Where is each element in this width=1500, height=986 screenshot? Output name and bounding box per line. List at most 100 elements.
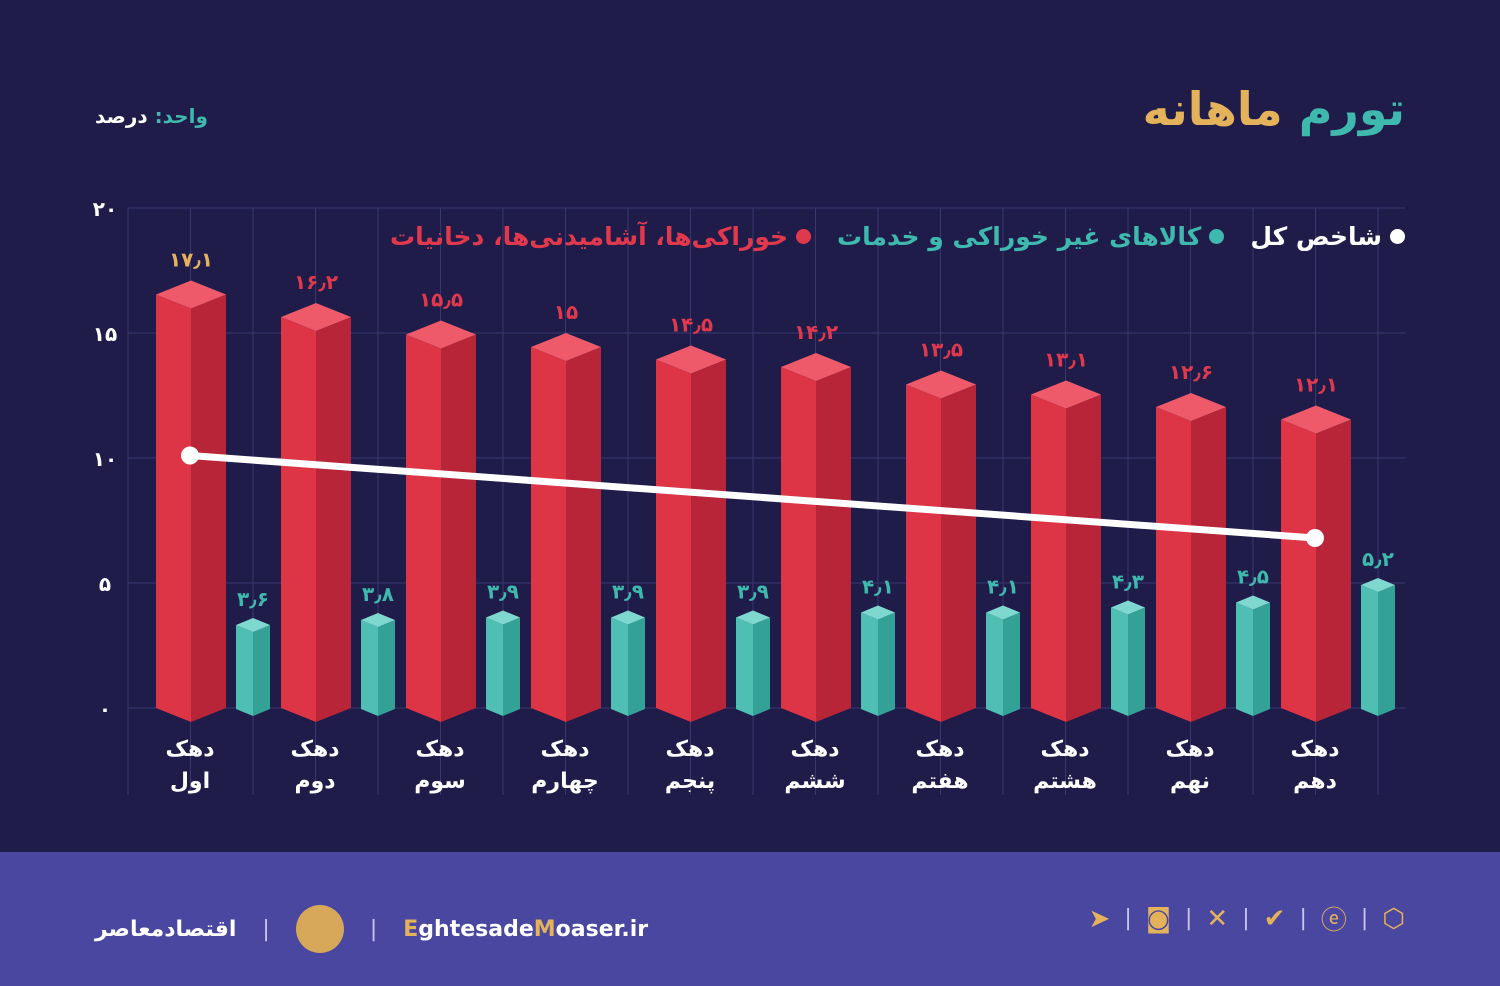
nonfood-bar-side [253,625,270,716]
unit-label: واحد: درصد [95,104,208,128]
x-icon[interactable]: ✕ [1206,903,1229,934]
nonfood-bar-top [1111,600,1145,615]
telegram-icon[interactable]: ➤ [1088,903,1111,934]
brand-name: اقتصادمعاصر [95,916,237,942]
nonfood-bar-side [1378,585,1395,716]
food-bar-front [156,294,191,722]
nonfood-bar-side [1253,602,1270,716]
nonfood-bar-label: ۳٫۶ [237,587,269,611]
nonfood-bar-front [861,612,878,716]
nonfood-bar-label: ۴٫۱ [862,575,894,599]
category-label: دهک [665,737,714,762]
nonfood-bar-front [986,612,1003,716]
food-bar-side [441,334,476,722]
category-label: نهم [1170,769,1210,794]
nonfood-bar-top [1236,595,1270,610]
legend-dot [1390,229,1405,244]
nonfood-bar-label: ۴٫۱ [987,575,1019,599]
social-icons: ➤ | ◙ | ✕ | ✔ | ⓔ | ⬡ [1089,900,1405,937]
legend-item-total: شاخص کل [1250,222,1405,251]
instagram-icon[interactable]: ◙ [1145,903,1171,934]
website-link[interactable]: EghtesadeMoaser.ir [403,916,649,942]
y-tick-label: ۲۰ [93,197,117,221]
food-bar-label: ۱۲٫۶ [1169,360,1213,384]
nonfood-bar-top [986,605,1020,620]
food-bar-side [941,384,976,722]
food-bar-front [1031,394,1066,722]
category-label: اول [170,769,210,794]
food-bar-side [1191,407,1226,722]
rubika-icon[interactable]: ⬡ [1382,903,1405,934]
food-bar-label: ۱۴٫۵ [669,313,713,337]
food-bar-front [1156,407,1191,722]
nonfood-bar-label: ۳٫۹ [612,580,644,604]
food-bar-front [781,367,816,722]
food-bar-side [566,347,601,722]
nonfood-bar-top [861,605,895,620]
food-bar-label: ۱۳٫۵ [919,338,963,362]
food-bar-front [906,384,941,722]
nonfood-bar-top [236,618,270,632]
footer [0,852,1500,986]
legend-item-nonfood: کالاهای غیر خوراکی و خدمات [837,222,1225,251]
food-bar-top [281,303,351,331]
y-tick-label: ۱۰ [93,447,117,471]
category-label: ششم [784,769,845,794]
category-label: دهک [1290,737,1339,762]
food-bar-top [406,320,476,349]
nonfood-bar-top [611,610,645,625]
food-bar-front [1281,419,1316,722]
food-bar-side [691,359,726,722]
nonfood-bar-front [736,617,753,716]
nonfood-bar-label: ۴٫۵ [1237,565,1269,589]
food-bar-front [406,334,441,722]
food-bar-top [1281,405,1351,434]
bale-icon[interactable]: ✔ [1263,903,1286,934]
nonfood-bar-side [1128,607,1145,716]
nonfood-bar-side [1003,612,1020,716]
total-index-point [1306,529,1324,547]
y-tick-label: ۱۵ [93,322,117,346]
logo-icon [295,905,344,953]
category-label: دهک [165,737,214,762]
category-label: هفتم [911,769,968,794]
nonfood-bar-top [361,613,395,627]
legend-dot [796,229,812,244]
divider: | [369,916,378,942]
nonfood-bar-side [378,620,395,716]
nonfood-bar-front [1111,607,1128,716]
chart: ۰ ۵ ۱۰ ۱۵ ۲۰ ۱۷٫۱ ۱۶٫۲ ۱۵٫۵ ۱۵ ۱۴٫۵ ۱۴٫۲ ۱۳٫۵ ۱۳٫۱ ۱۲… [93,197,1405,795]
food-bar-front [656,359,691,722]
food-bar-side [1066,394,1101,722]
total-index-point [181,446,199,465]
food-bar-top [156,280,226,309]
category-label: چهارم [531,769,598,794]
food-bar-label: ۱۲٫۱ [1294,373,1338,397]
nonfood-bar-label: ۳٫۹ [737,580,769,604]
category-label: سوم [414,769,466,794]
nonfood-bar-front [361,620,378,716]
food-bar-front [531,347,566,722]
page-title: تورم ماهانه [1142,82,1405,136]
category-label: دهک [1165,737,1214,762]
food-bar-top [531,333,601,361]
nonfood-bar-top [736,610,770,625]
eitaa-icon[interactable]: ⓔ [1320,906,1347,936]
y-tick-label: ۵ [99,572,111,596]
food-bar-label: ۱۵٫۵ [419,288,463,312]
category-label: دهک [790,737,839,762]
food-bar-label: ۱۵ [554,300,578,324]
legend: شاخص کل کالاهای غیر خوراکی و خدمات خوراک… [390,222,1405,251]
total-index-line [186,452,1319,542]
nonfood-bar-side [878,612,895,716]
y-tick-label: ۰ [99,697,111,721]
nonfood-bar-front [1361,585,1378,716]
nonfood-bar-label: ۳٫۸ [362,582,394,606]
category-label: دهک [415,737,464,762]
category-label: دهک [915,737,964,762]
food-bar-label: ۱۴٫۲ [794,320,838,344]
category-label: دهک [1040,737,1089,762]
legend-item-food: خوراکی‌ها، آشامیدنی‌ها، دخانیات [390,222,812,251]
food-bar-top [656,345,726,374]
category-label: دوم [294,769,335,794]
